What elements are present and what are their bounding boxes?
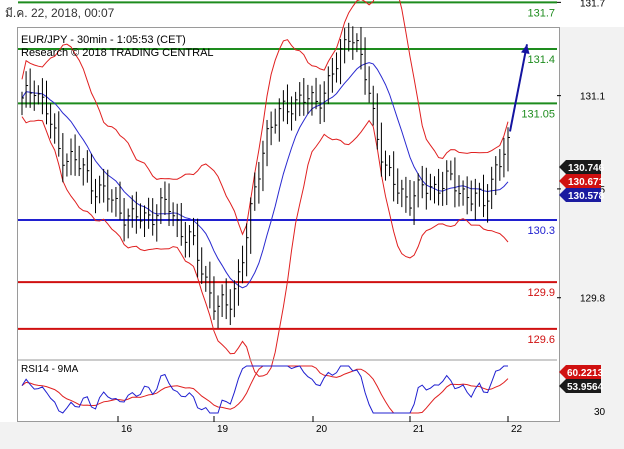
x-tick-label: 19 [217, 424, 229, 435]
axis-panel [559, 27, 624, 422]
arrow-head-icon [521, 44, 530, 55]
chart-subtitle: Research © 2018 TRADING CENTRAL [21, 47, 214, 59]
rsi-tick-label: 30 [594, 407, 606, 418]
y-tick-label: 129.8 [580, 294, 605, 305]
level-label: 130.3 [527, 225, 555, 237]
moving-average [21, 62, 509, 289]
rsi-tag [559, 379, 601, 393]
bottom-strip [0, 422, 624, 449]
rsi-label: RSI14 - 9MA [21, 364, 79, 375]
price-tag-label: 130.746 [568, 163, 605, 174]
price-tag [559, 188, 601, 202]
price-tag [559, 174, 601, 188]
x-tick-label: 16 [121, 424, 133, 435]
chart-title: EUR/JPY - 30min - 1:05:53 (CET) [21, 34, 186, 46]
level-label: 129.6 [527, 334, 555, 346]
rsi-tag [559, 365, 601, 379]
rsi-line [21, 365, 508, 414]
x-tick-label: 20 [316, 424, 328, 435]
rsi-tag-label: 53.9564 [567, 382, 604, 393]
rsi-tag-label: 60.2213 [567, 368, 604, 379]
x-tick-label: 22 [511, 424, 523, 435]
level-label: 131.4 [527, 54, 555, 66]
projection-arrow [509, 44, 528, 132]
price-tag [559, 160, 601, 174]
bollinger-upper [21, 0, 509, 236]
timestamp: มี.ค. 22, 2018, 00:07 [5, 6, 115, 20]
bollinger-lower [21, 116, 509, 377]
level-label: 129.9 [527, 287, 555, 299]
y-tick-label: 131.7 [580, 0, 605, 9]
price-tag-label: 130.671 [568, 177, 605, 188]
level-label: 131.05 [521, 108, 555, 120]
x-tick-label: 21 [413, 424, 425, 435]
top-bar: มี.ค. 22, 2018, 00:07 [0, 0, 624, 27]
level-label: 131.7 [527, 7, 555, 19]
chart-frame [17, 27, 560, 422]
price-tag-label: 130.578 [568, 191, 605, 202]
rsi-ma-line [21, 365, 509, 414]
y-tick-label: 131.1 [580, 92, 605, 103]
